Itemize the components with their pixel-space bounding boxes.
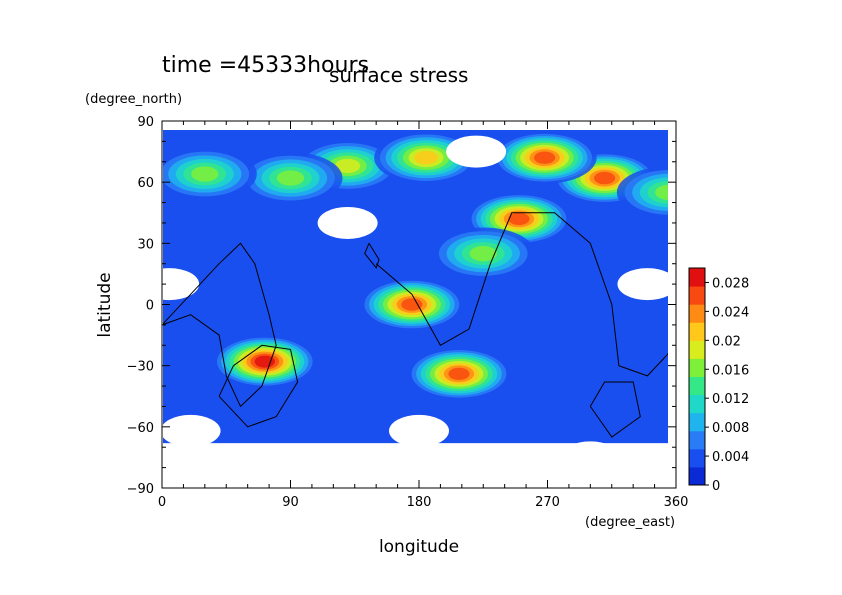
calm-region [163, 268, 200, 301]
coastline [589, 381, 641, 438]
colorbar-swatch [689, 322, 705, 341]
x-axis-label: longitude [379, 537, 459, 557]
colorbar-tick-label: 0.028 [712, 276, 749, 291]
colorbar-swatch [689, 394, 705, 414]
colorbar-tick-label: 0.012 [712, 392, 749, 407]
colorbar-tick-label: 0.02 [712, 334, 741, 349]
calm-region [317, 206, 378, 239]
stress-field [163, 130, 668, 474]
y-tick-label: −30 [127, 360, 154, 375]
calm-region [389, 414, 449, 447]
coastline [218, 344, 299, 428]
colorbar-frame [688, 267, 706, 486]
y-axis-label: latitude [95, 272, 115, 337]
colorbar-tick-label: 0 [712, 479, 720, 494]
x-tick-label: 90 [282, 495, 299, 510]
colorbar-swatch [689, 268, 705, 287]
stress-hotspot [374, 131, 479, 184]
stress-hotspot [212, 335, 317, 388]
coastline [163, 242, 277, 408]
colorbar-swatch [689, 430, 705, 450]
stress-hotspot [359, 278, 464, 331]
coastline [375, 212, 668, 377]
y-tick-label: 30 [137, 237, 154, 252]
colorbar-swatch [689, 376, 705, 396]
colorbar-swatch [689, 412, 705, 432]
y-unit-label: (degree_north) [85, 92, 182, 107]
x-tick-label: 360 [664, 495, 689, 510]
y-tick-label: 60 [137, 176, 154, 191]
colorbar-tick-label: 0.004 [712, 450, 749, 465]
calm-region [163, 414, 221, 447]
colorbar-swatch [689, 340, 705, 359]
colorbar-tick-label: 0.024 [712, 305, 749, 320]
calm-region [446, 135, 507, 168]
stress-hotspot [406, 347, 511, 400]
colorbar-swatch [689, 448, 705, 468]
time-label: time =45333hours [162, 53, 369, 78]
y-tick-label: −60 [127, 421, 154, 436]
colorbar-tick-label: 0.008 [712, 421, 749, 436]
stress-hotspot [238, 152, 343, 205]
calm-region [617, 268, 668, 301]
coastline [364, 243, 380, 269]
coastlines [163, 212, 668, 438]
colorbar: 0 0.004 0.008 0.012 0.016 0.02 0.024 0.028 [688, 267, 749, 494]
y-tick-label: 90 [137, 115, 154, 130]
stress-hotspot [431, 227, 536, 280]
x-tick-label: 0 [158, 495, 166, 510]
chart-title: surface stress [329, 63, 468, 87]
y-tick-label: −90 [127, 482, 154, 497]
colorbar-swatch [689, 358, 705, 377]
colorbar-swatch [689, 304, 705, 323]
colorbar-tick-label: 0.016 [712, 363, 749, 378]
calm-region [560, 441, 621, 474]
y-tick-label: 0 [146, 299, 154, 314]
x-tick-label: 270 [535, 495, 560, 510]
colorbar-swatch [689, 466, 705, 486]
x-unit-label: (degree_east) [585, 515, 675, 530]
y-axis: −90 −60 −30 0 30 60 90 [127, 115, 676, 497]
stress-hotspot [163, 148, 257, 201]
x-axis: 0 90 180 270 360 [158, 121, 689, 510]
colorbar-swatch [689, 286, 705, 305]
stress-hotspot [492, 131, 597, 184]
stress-hotspot [616, 166, 668, 219]
x-tick-label: 180 [407, 495, 432, 510]
